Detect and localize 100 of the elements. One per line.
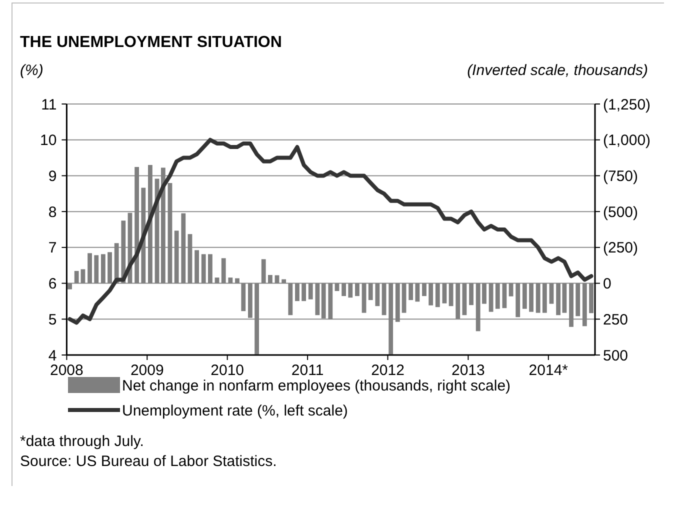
x-tick-label: 2008	[50, 362, 84, 379]
bar	[228, 278, 233, 284]
bar	[522, 283, 527, 309]
bar	[435, 283, 440, 308]
bar	[456, 283, 460, 319]
bar	[188, 234, 192, 284]
x-tick-label: 2013	[452, 362, 485, 379]
y-tick-label: 4	[48, 347, 57, 364]
y2-tick-label: (500)	[603, 204, 638, 221]
bar	[295, 283, 300, 302]
bar	[254, 283, 259, 354]
bar	[160, 168, 166, 284]
bar	[268, 274, 272, 284]
y2-tick-label: (1,000)	[603, 132, 651, 150]
bar	[174, 230, 179, 284]
bar	[88, 253, 92, 284]
bar	[321, 283, 326, 318]
y-tick-label: 5	[48, 311, 57, 328]
bar	[168, 183, 172, 284]
x-tick-label: 2009	[130, 362, 164, 379]
bar	[221, 258, 226, 284]
y2-tick-label: 500	[603, 347, 628, 364]
bar	[508, 283, 514, 296]
y-tick-label: 7	[48, 240, 57, 257]
y2-tick-label: (250)	[603, 240, 638, 257]
bar	[108, 252, 112, 284]
y-tick-label: 10	[40, 132, 57, 150]
x-tick-label: 2010	[210, 362, 244, 379]
bar	[261, 259, 266, 284]
bar	[402, 283, 406, 313]
y2-tick-label: (1,250)	[603, 96, 651, 114]
bar	[375, 283, 380, 306]
bar	[80, 269, 86, 284]
bar	[442, 283, 447, 304]
bar	[422, 283, 426, 296]
y-tick-label: 9	[48, 168, 57, 185]
bar	[408, 283, 414, 300]
bar	[529, 283, 534, 312]
bar	[462, 283, 467, 316]
y-tick-label: 8	[48, 204, 57, 221]
bar	[134, 166, 140, 284]
bar	[100, 254, 106, 284]
bar	[248, 283, 252, 318]
bar	[488, 283, 494, 312]
bar	[328, 283, 333, 320]
bar	[469, 283, 474, 306]
bar	[556, 283, 560, 316]
bar	[148, 164, 152, 284]
bar	[362, 283, 366, 313]
bar	[495, 283, 500, 309]
bar	[542, 283, 547, 313]
x-tick-label: 2014*	[528, 362, 568, 379]
bar	[448, 283, 454, 306]
bar	[181, 213, 186, 284]
bar	[348, 283, 353, 298]
y2-axis-title: (Inverted scale, thousands)	[467, 62, 648, 79]
bar	[315, 283, 320, 316]
y2-tick-label: (750)	[603, 168, 638, 185]
bar	[241, 283, 246, 312]
bar	[235, 278, 240, 284]
bar	[282, 279, 286, 284]
source-note: Source: US Bureau of Labor Statistics.	[20, 453, 277, 470]
line-series	[68, 138, 594, 325]
legend-label: Net change in nonfarm employees (thousands, right scale)	[122, 377, 511, 394]
bar	[194, 250, 199, 284]
chart-title: THE UNEMPLOYMENT SITUATION	[20, 34, 282, 51]
y-tick-label: 11	[41, 96, 57, 114]
bar	[308, 283, 313, 300]
bar	[549, 283, 554, 304]
bar	[214, 278, 220, 284]
bar	[502, 283, 507, 308]
legend-label: Unemployment rate (%, left scale)	[122, 402, 348, 420]
bar	[536, 283, 540, 313]
bar	[355, 283, 360, 296]
bar	[569, 283, 574, 327]
bar	[576, 283, 580, 316]
bar	[562, 283, 567, 313]
bar	[516, 283, 520, 318]
bar	[342, 283, 346, 296]
y-tick-label: 6	[48, 276, 57, 293]
x-tick-label: 2011	[291, 362, 324, 379]
bar	[68, 283, 72, 290]
bar	[288, 283, 293, 316]
y-axis-title: (%)	[20, 62, 44, 79]
bar	[382, 283, 386, 316]
bar	[368, 283, 373, 300]
bar	[428, 283, 434, 306]
bar	[302, 283, 306, 302]
bar	[201, 254, 206, 284]
y2-tick-label: 0	[603, 276, 612, 293]
x-tick-label: 2012	[371, 362, 404, 379]
bar	[582, 283, 587, 326]
text: *data through July.	[20, 433, 144, 450]
bar	[274, 275, 280, 284]
bar	[589, 283, 594, 314]
bar	[74, 270, 79, 284]
y2-tick-label: 250	[603, 311, 628, 328]
bar	[94, 255, 99, 284]
bar	[415, 283, 420, 302]
bar	[208, 254, 212, 284]
